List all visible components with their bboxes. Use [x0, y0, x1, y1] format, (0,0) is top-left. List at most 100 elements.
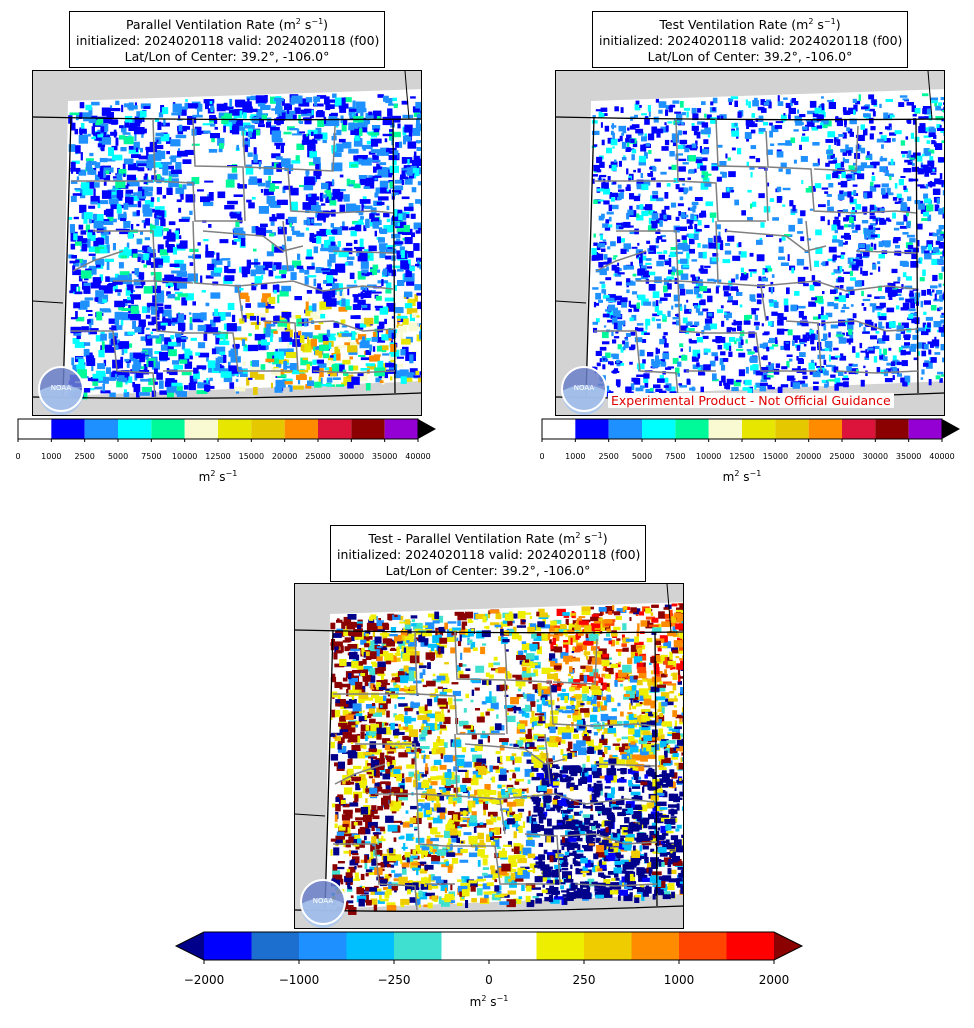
parallel-cell	[101, 341, 105, 350]
parallel-cell	[386, 205, 390, 211]
diff-cell	[339, 641, 343, 648]
parallel-cell	[97, 363, 106, 370]
test-cell	[900, 347, 903, 350]
test-cell	[935, 240, 941, 245]
parallel-cell	[91, 268, 97, 275]
parallel-cell	[159, 249, 169, 256]
test-cell	[870, 335, 878, 340]
diff-cell	[594, 788, 601, 796]
test-cell	[808, 186, 812, 190]
parallel-cell	[350, 230, 357, 237]
parallel-cell	[231, 125, 240, 135]
diff-cell	[486, 819, 494, 825]
parallel-cell	[278, 337, 283, 343]
parallel-cell	[158, 264, 163, 268]
parallel-cell	[298, 114, 301, 123]
parallel-cell	[294, 332, 301, 341]
parallel-cell	[274, 186, 280, 189]
parallel-cell	[82, 259, 87, 263]
test-cell	[646, 240, 651, 244]
parallel-cell	[416, 315, 420, 318]
parallel-cell	[348, 227, 360, 231]
parallel-cell	[122, 132, 131, 135]
test-cell	[629, 125, 636, 130]
diff-cell	[355, 783, 361, 791]
parallel-cell	[420, 324, 421, 330]
parallel-cell	[321, 268, 330, 271]
test-cell	[797, 358, 804, 364]
parallel-cell	[120, 255, 127, 259]
parallel-cell	[87, 232, 93, 238]
test-cell	[603, 261, 609, 265]
diff-cell	[377, 661, 386, 669]
test-cell	[611, 353, 617, 358]
parallel-cell	[368, 132, 379, 136]
parallel-cell	[91, 126, 95, 135]
parallel-cell	[409, 173, 415, 179]
test-cell	[686, 299, 689, 303]
parallel-cell	[156, 210, 165, 216]
parallel-cell	[289, 128, 298, 131]
parallel-cell	[332, 152, 342, 157]
test-cell	[702, 244, 708, 249]
test-cell	[815, 247, 823, 254]
diff-cell	[503, 823, 510, 830]
parallel-cell	[145, 218, 150, 226]
test-cell	[917, 351, 921, 356]
parallel-cell	[352, 100, 356, 108]
parallel-cell	[283, 360, 288, 370]
test-cell	[770, 286, 773, 294]
parallel-cell	[107, 189, 116, 192]
test-cell	[902, 154, 906, 158]
test-cell	[901, 197, 904, 202]
test-cell	[776, 186, 782, 192]
test-cell	[769, 122, 773, 126]
test-cell	[616, 193, 622, 201]
parallel-cell	[332, 363, 340, 372]
test-cell	[604, 226, 611, 231]
test-cell	[656, 182, 661, 188]
parallel-cell	[340, 97, 346, 106]
test-cell	[937, 258, 944, 265]
test-cell	[762, 269, 765, 275]
parallel-cell	[90, 282, 101, 289]
test-cell	[762, 268, 769, 273]
parallel-cell	[337, 364, 345, 372]
test-cell	[645, 204, 653, 211]
parallel-cell	[300, 109, 308, 114]
parallel-cell	[84, 297, 94, 301]
test-cell	[780, 114, 787, 121]
parallel-cell	[157, 121, 162, 130]
parallel-cell	[209, 101, 213, 105]
parallel-cell	[210, 133, 220, 139]
test-cell	[721, 336, 726, 343]
parallel-cell	[150, 197, 155, 202]
parallel-cell	[210, 319, 216, 327]
test-cell	[649, 210, 655, 216]
parallel-cell	[371, 138, 379, 147]
parallel-cell	[97, 295, 103, 304]
parallel-cell	[261, 298, 268, 306]
parallel-cell	[98, 350, 105, 358]
test-cell	[840, 252, 846, 255]
parallel-cell	[416, 334, 421, 342]
test-cell	[852, 184, 858, 187]
test-cell	[601, 182, 609, 189]
parallel-cell	[279, 290, 289, 297]
parallel-cell	[344, 97, 352, 103]
diff-cell	[554, 625, 564, 629]
test-cell	[926, 328, 931, 333]
test-cell	[617, 344, 622, 350]
diff-cell	[461, 664, 467, 667]
parallel-cell	[305, 227, 310, 231]
parallel-cell	[338, 103, 349, 109]
parallel-cell	[294, 296, 302, 301]
test-cell	[826, 120, 832, 127]
test-cell	[639, 204, 644, 210]
parallel-cell	[127, 163, 139, 171]
parallel-init-line: initialized: 2024020118 valid: 202402011…	[76, 33, 380, 49]
parallel-cell	[368, 245, 377, 252]
parallel-cell	[372, 154, 379, 163]
parallel-cell	[124, 120, 130, 128]
parallel-cell	[101, 107, 111, 116]
